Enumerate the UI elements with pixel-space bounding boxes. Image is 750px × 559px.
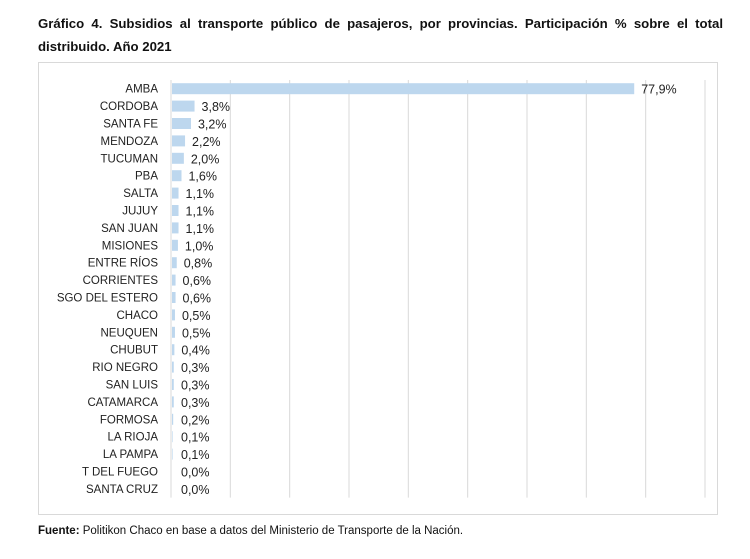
category-label: CHACO: [116, 310, 158, 322]
data-label: 1,6%: [188, 170, 217, 184]
data-label: 0,5%: [182, 309, 211, 323]
source-text: Politikon Chaco en base a datos del Mini…: [79, 525, 464, 537]
data-label: 0,5%: [182, 326, 211, 340]
category-label: SANTA CRUZ: [86, 484, 158, 496]
data-label: 2,0%: [191, 152, 220, 166]
category-label: ENTRE RÍOS: [88, 257, 159, 270]
data-label: 1,1%: [186, 187, 215, 201]
bar: [172, 448, 173, 460]
category-label: TUCUMAN: [101, 153, 159, 165]
category-label: CORDOBA: [100, 101, 158, 113]
bar: [172, 205, 179, 216]
bar: [172, 344, 175, 356]
bar: [172, 187, 179, 199]
category-label: RIO NEGRO: [92, 362, 158, 374]
data-label: 0,3%: [181, 361, 210, 375]
category-label: JUJUY: [122, 206, 158, 218]
bar: [172, 257, 177, 269]
bar: [172, 309, 175, 321]
data-label: 0,0%: [181, 466, 210, 480]
data-label: 77,9%: [641, 83, 676, 97]
chart-frame: [38, 62, 718, 515]
category-label: NEUQUEN: [100, 327, 158, 339]
data-label: 1,1%: [186, 205, 215, 219]
category-label: SALTA: [123, 188, 158, 200]
source-note: Fuente: Politikon Chaco en base a datos …: [38, 525, 463, 537]
bar: [172, 170, 182, 182]
source-label: Fuente:: [38, 525, 80, 537]
bar: [172, 222, 179, 234]
bar: [172, 274, 176, 286]
data-label: 0,2%: [181, 413, 210, 427]
data-label: 3,8%: [202, 100, 231, 114]
category-label: SANTA FE: [103, 119, 158, 131]
category-label: CORRIENTES: [83, 275, 159, 287]
category-label: LA PAMPA: [103, 449, 159, 461]
bar: [172, 379, 174, 390]
data-label: 1,1%: [186, 222, 215, 236]
bar: [172, 431, 173, 443]
data-label: 0,0%: [181, 483, 210, 497]
bar: [172, 413, 174, 425]
category-label: CHUBUT: [110, 345, 158, 357]
data-label: 3,2%: [198, 118, 227, 132]
data-label: 2,2%: [192, 135, 221, 149]
data-label: 0,4%: [181, 344, 210, 358]
category-label: SAN LUIS: [106, 380, 159, 392]
bar: [172, 396, 174, 408]
data-label: 1,0%: [185, 239, 214, 253]
category-label: PBA: [135, 171, 158, 183]
bar: [172, 118, 191, 129]
category-label: MISIONES: [102, 240, 159, 252]
data-label: 0,3%: [181, 396, 210, 410]
data-label: 0,6%: [183, 274, 212, 288]
data-label: 0,1%: [181, 431, 210, 445]
bar: [172, 239, 178, 251]
category-label: T DEL FUEGO: [82, 467, 158, 479]
data-label: 0,3%: [181, 379, 210, 393]
data-label: 0,1%: [181, 448, 210, 462]
bar: [172, 100, 195, 112]
data-label: 0,8%: [184, 257, 213, 271]
bar: [172, 152, 184, 164]
data-label: 0,6%: [183, 292, 212, 306]
bar: [172, 135, 186, 147]
category-label: AMBA: [125, 84, 158, 96]
category-label: SGO DEL ESTERO: [57, 293, 158, 305]
category-label: CATAMARCA: [88, 397, 159, 409]
bar: [172, 361, 174, 373]
bar: [172, 83, 635, 95]
category-label: SAN JUAN: [101, 223, 158, 235]
category-label: FORMOSA: [100, 414, 158, 426]
chart-title: Gráfico 4. Subsidios al transporte públi…: [38, 16, 723, 54]
category-label: MENDOZA: [101, 136, 159, 148]
bar: [172, 326, 175, 338]
bar: [172, 292, 176, 303]
category-label: LA RIOJA: [108, 432, 159, 444]
